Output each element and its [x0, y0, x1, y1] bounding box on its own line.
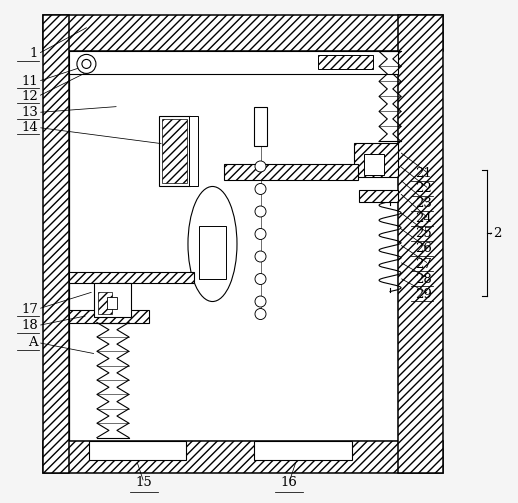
- Text: 22: 22: [415, 183, 431, 196]
- Text: 23: 23: [415, 198, 431, 210]
- Text: 21: 21: [415, 167, 431, 181]
- Bar: [224, 164, 358, 180]
- Text: 15: 15: [136, 476, 152, 489]
- Text: 13: 13: [21, 106, 38, 119]
- Text: 26: 26: [415, 242, 431, 256]
- Ellipse shape: [188, 187, 237, 301]
- Bar: [107, 297, 117, 309]
- Circle shape: [255, 251, 266, 262]
- Text: 1: 1: [30, 47, 38, 60]
- Text: 17: 17: [21, 302, 38, 315]
- Text: 2: 2: [493, 227, 501, 240]
- Bar: [254, 108, 267, 146]
- Bar: [162, 119, 187, 184]
- Bar: [98, 292, 112, 313]
- Bar: [69, 51, 398, 441]
- Bar: [199, 226, 226, 279]
- Circle shape: [255, 296, 266, 307]
- Text: 11: 11: [21, 75, 38, 88]
- Bar: [94, 283, 132, 316]
- Bar: [254, 441, 352, 460]
- Circle shape: [255, 228, 266, 239]
- Bar: [43, 16, 443, 51]
- Text: 27: 27: [415, 258, 431, 271]
- Text: 29: 29: [415, 288, 431, 300]
- Bar: [69, 309, 149, 322]
- Text: 18: 18: [21, 319, 38, 332]
- Bar: [69, 51, 398, 74]
- Text: 14: 14: [21, 121, 38, 134]
- Bar: [359, 190, 398, 203]
- Bar: [189, 116, 198, 187]
- Text: 25: 25: [415, 227, 431, 240]
- Circle shape: [255, 161, 266, 172]
- Text: 28: 28: [415, 273, 431, 286]
- Text: A: A: [28, 336, 38, 349]
- Bar: [364, 154, 384, 176]
- Bar: [398, 16, 443, 473]
- Circle shape: [255, 274, 266, 285]
- Circle shape: [255, 184, 266, 195]
- Bar: [89, 441, 186, 460]
- Bar: [318, 55, 373, 69]
- Text: 24: 24: [415, 212, 431, 225]
- Circle shape: [77, 54, 96, 73]
- Bar: [43, 441, 443, 473]
- Text: 16: 16: [281, 476, 297, 489]
- Text: 12: 12: [21, 90, 38, 103]
- Circle shape: [82, 59, 91, 68]
- Bar: [43, 16, 69, 473]
- Bar: [159, 116, 190, 187]
- Bar: [69, 272, 194, 283]
- Bar: [354, 143, 398, 178]
- Circle shape: [255, 308, 266, 319]
- Circle shape: [255, 206, 266, 217]
